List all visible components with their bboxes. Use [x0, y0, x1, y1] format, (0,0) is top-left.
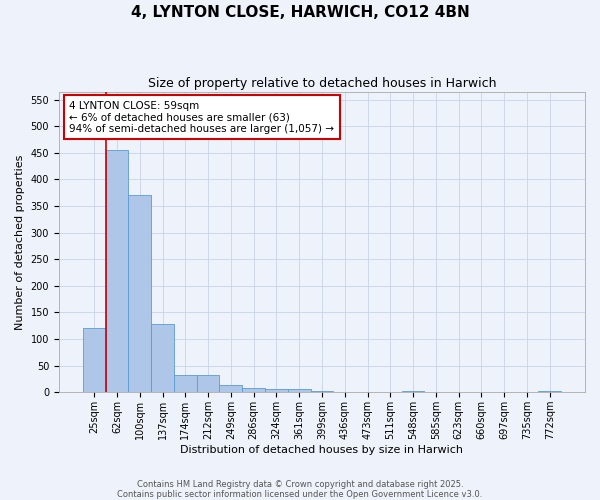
Bar — [220, 386, 242, 392]
Bar — [242, 388, 265, 392]
Bar — [265, 389, 288, 392]
X-axis label: Distribution of detached houses by size in Harwich: Distribution of detached houses by size … — [181, 445, 463, 455]
Text: 4, LYNTON CLOSE, HARWICH, CO12 4BN: 4, LYNTON CLOSE, HARWICH, CO12 4BN — [131, 5, 469, 20]
Bar — [401, 390, 424, 392]
Bar — [106, 150, 128, 392]
Text: Contains HM Land Registry data © Crown copyright and database right 2025.
Contai: Contains HM Land Registry data © Crown c… — [118, 480, 482, 499]
Bar — [538, 390, 561, 392]
Title: Size of property relative to detached houses in Harwich: Size of property relative to detached ho… — [148, 78, 496, 90]
Bar — [197, 374, 220, 392]
Bar — [311, 391, 334, 392]
Bar — [151, 324, 174, 392]
Bar — [83, 328, 106, 392]
Bar — [128, 196, 151, 392]
Bar — [288, 389, 311, 392]
Y-axis label: Number of detached properties: Number of detached properties — [15, 154, 25, 330]
Bar — [174, 374, 197, 392]
Text: 4 LYNTON CLOSE: 59sqm
← 6% of detached houses are smaller (63)
94% of semi-detac: 4 LYNTON CLOSE: 59sqm ← 6% of detached h… — [70, 100, 334, 134]
